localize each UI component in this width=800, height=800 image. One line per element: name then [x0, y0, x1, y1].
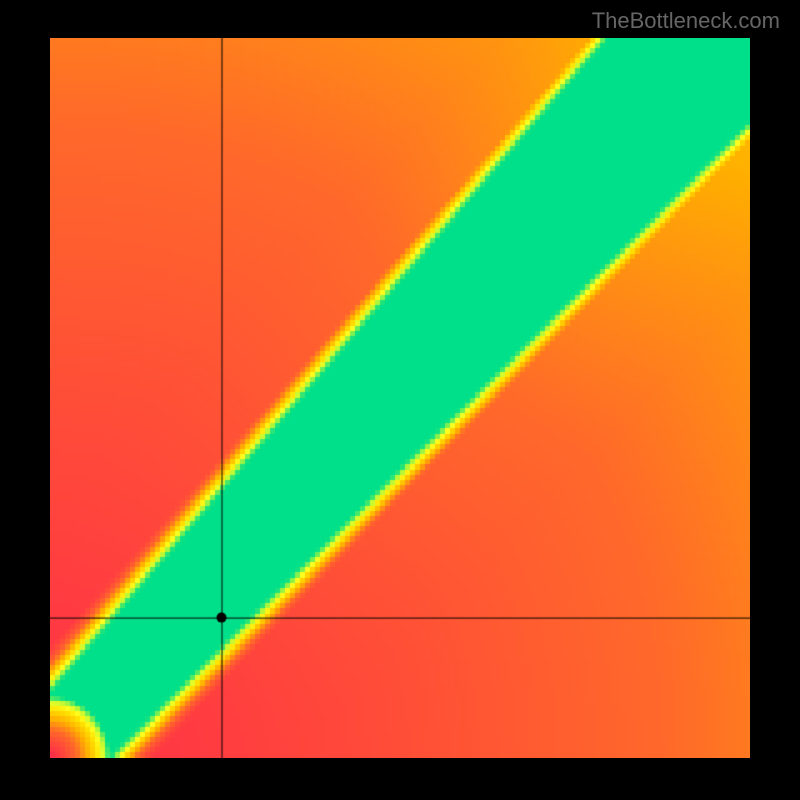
- watermark-text: TheBottleneck.com: [592, 8, 780, 34]
- heatmap-plot: [50, 38, 750, 758]
- heatmap-canvas: [50, 38, 750, 758]
